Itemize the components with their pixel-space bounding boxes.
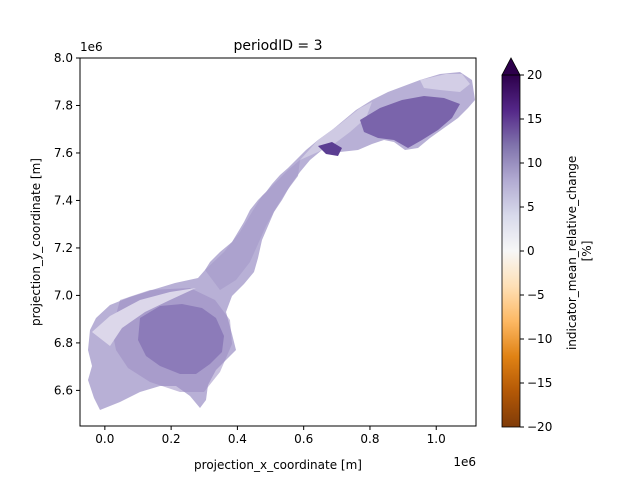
colorbar-body	[502, 75, 520, 427]
x-tick-label: 0.0	[95, 432, 114, 446]
y-axis-label: projection_y_coordinate [m]	[29, 158, 43, 326]
x-tick-label: 0.4	[228, 432, 247, 446]
chart-title: periodID = 3	[233, 38, 322, 54]
land-north-light	[300, 102, 372, 160]
colorbar-tick-label: −15	[527, 376, 552, 390]
colorbar-ticks: −20 −15 −10 −5 0 5 10 15 20	[520, 68, 552, 434]
land-far-north-light	[420, 74, 470, 92]
colorbar: −20 −15 −10 −5 0 5 10 15 20 indicator_mean_relat…	[501, 57, 594, 434]
map-axes-frame	[79, 57, 477, 427]
map-axes: periodID = 3 0.0 0.2 0.4 0.6 0.8 1.0 6.6 6.8 7.…	[29, 38, 477, 472]
y-tick-label: 6.6	[54, 383, 73, 397]
colorbar-tick-label: −20	[527, 420, 552, 434]
x-tick-label: 1.0	[427, 432, 446, 446]
x-offset-label: 1e6	[453, 455, 476, 469]
y-tick-label: 7.0	[54, 288, 73, 302]
colorbar-tick-label: −10	[527, 332, 552, 346]
x-tick-label: 0.8	[360, 432, 379, 446]
x-axis-label: projection_x_coordinate [m]	[194, 458, 362, 472]
y-tick-label: 7.4	[54, 193, 73, 207]
map-land	[88, 72, 475, 410]
colorbar-label: indicator_mean_relative_change [%]	[565, 152, 594, 350]
land-north-dark	[360, 96, 460, 148]
land-west-light	[92, 288, 196, 346]
y-tick-label: 7.8	[54, 98, 73, 112]
colorbar-tick-label: 20	[527, 68, 542, 82]
x-tick-label: 0.2	[162, 432, 181, 446]
y-tick-label: 8.0	[54, 51, 73, 65]
colorbar-tick-label: 15	[527, 112, 542, 126]
colorbar-tick-label: 10	[527, 156, 542, 170]
y-tick-label: 7.6	[54, 146, 73, 160]
y-tick-label: 7.2	[54, 241, 73, 255]
land-finnmark-spot	[318, 142, 342, 156]
colorbar-tick-label: 5	[527, 200, 535, 214]
x-tick-label: 0.6	[294, 432, 313, 446]
y-tick-label: 6.8	[54, 336, 73, 350]
y-offset-label: 1e6	[80, 40, 103, 54]
colorbar-tick-label: 0	[527, 244, 535, 258]
x-axis-ticks: 0.0 0.2 0.4 0.6 0.8 1.0	[95, 426, 446, 446]
colorbar-extend-max	[501, 57, 521, 76]
colorbar-tick-label: −5	[527, 288, 545, 302]
land-mid-band	[205, 160, 300, 290]
y-axis-ticks: 6.6 6.8 7.0 7.2 7.4 7.6 7.8 8.0	[54, 51, 80, 397]
